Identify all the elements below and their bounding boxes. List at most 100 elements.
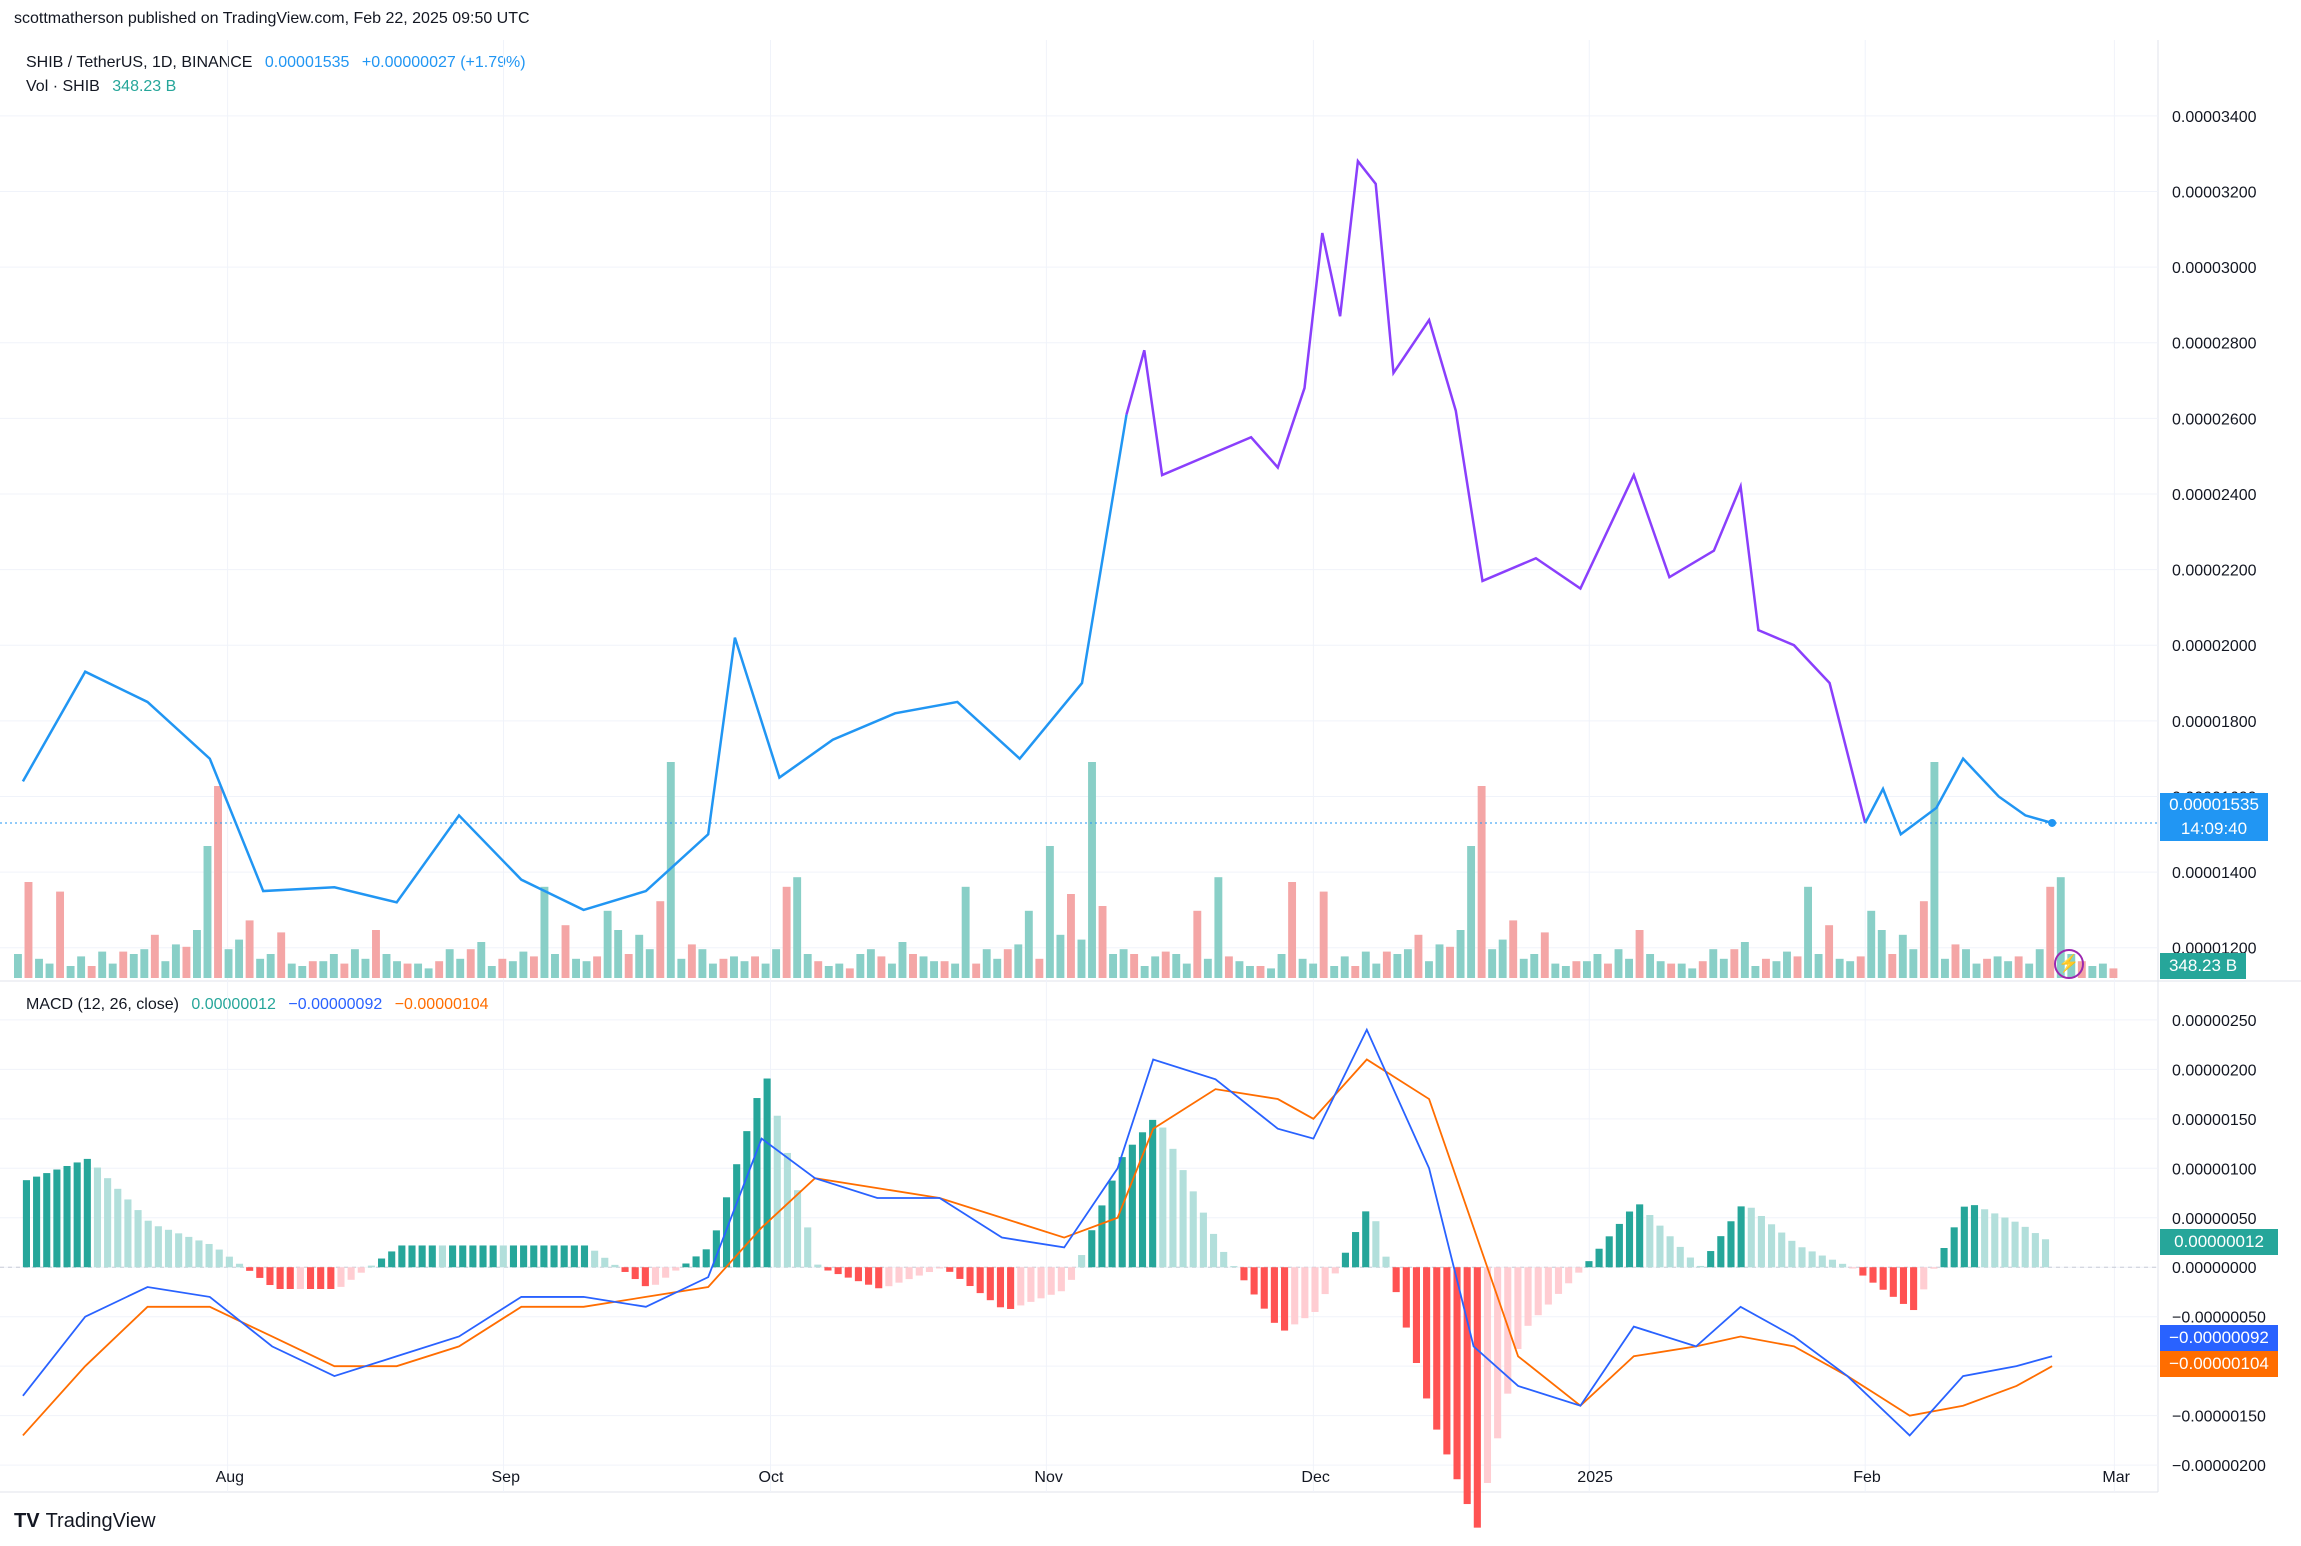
- macd-hist-bar: [1412, 1267, 1421, 1364]
- macd-hist-bar: [621, 1267, 629, 1272]
- volume-bar: [1646, 954, 1655, 978]
- macd-hist-bar: [702, 1249, 710, 1268]
- macd-hist-bar: [1910, 1267, 1918, 1311]
- volume-bar: [1235, 961, 1244, 978]
- macd-hist-bar: [367, 1265, 375, 1268]
- macd-hist-bar: [1696, 1265, 1705, 1268]
- volume-bar: [1130, 954, 1139, 978]
- price-line[interactable]: [1864, 756, 2053, 837]
- tradingview-logo[interactable]: TV TradingView: [14, 1510, 156, 1533]
- volume-bar: [1351, 966, 1360, 978]
- volume-bar: [1593, 954, 1602, 978]
- macd-signal-line[interactable]: [22, 1058, 2053, 1437]
- macd-hist-bar: [1362, 1211, 1370, 1268]
- time-tick-label: Nov: [1034, 1469, 1062, 1486]
- volume-bar: [1214, 877, 1223, 978]
- macd-hist-bar: [1859, 1267, 1867, 1276]
- macd-hist-bar: [1372, 1221, 1380, 1268]
- macd-hist-bar: [1209, 1233, 1218, 1268]
- macd-hist-bar: [1027, 1267, 1035, 1302]
- macd-hist-bar: [1970, 1205, 1979, 1268]
- macd-hist-bar: [1311, 1267, 1319, 1312]
- macd-line[interactable]: [22, 1027, 2053, 1437]
- symbol-name[interactable]: SHIB / TetherUS, 1D, BINANCE: [26, 54, 253, 71]
- macd-hist-bar: [1686, 1257, 1694, 1268]
- volume-bar: [1846, 961, 1855, 978]
- volume-value: 348.23 B: [112, 78, 177, 95]
- macd-hist-bar: [570, 1245, 578, 1268]
- macd-hist-bar: [1291, 1267, 1299, 1325]
- volume-bar: [1814, 954, 1823, 978]
- macd-hist-bar: [631, 1267, 639, 1280]
- volume-bar: [108, 963, 117, 978]
- volume-bar: [1572, 961, 1581, 978]
- macd-tick-label: 0.00000050: [2172, 1211, 2257, 1228]
- macd-hist-bar: [347, 1267, 355, 1280]
- macd-hist-bar: [915, 1267, 923, 1276]
- volume-bar: [77, 956, 86, 978]
- volume-bar: [477, 942, 486, 978]
- volume-bar: [561, 925, 570, 978]
- volume-bar: [772, 949, 781, 978]
- macd-hist-bar: [53, 1169, 61, 1268]
- volume-bar: [856, 954, 865, 978]
- volume-bar: [793, 877, 802, 978]
- lightning-icon[interactable]: ⚡: [2054, 949, 2084, 979]
- volume-bar: [624, 954, 633, 978]
- macd-hist-bar: [1423, 1267, 1431, 1399]
- macd-hist-bar: [682, 1263, 690, 1268]
- macd-hist-bar: [1108, 1180, 1116, 1268]
- volume-bar: [645, 949, 654, 978]
- macd-hist-bar: [1179, 1170, 1187, 1268]
- macd-hist-bar: [793, 1190, 802, 1268]
- volume-label[interactable]: Vol · SHIB: [26, 78, 100, 95]
- macd-tick-label: 0.00000250: [2172, 1013, 2257, 1030]
- price-line[interactable]: [21, 414, 1128, 912]
- macd-hist-bar: [560, 1245, 568, 1268]
- volume-bar: [2098, 963, 2107, 978]
- macd-hist-bar: [2011, 1221, 2019, 1268]
- macd-hist-bar: [1473, 1267, 1481, 1528]
- macd-hist-bar: [936, 1267, 944, 1269]
- volume-bar: [1488, 949, 1497, 978]
- macd-hist-bar: [540, 1245, 548, 1268]
- volume-bar: [414, 963, 423, 978]
- macd-hist-bar: [520, 1245, 528, 1268]
- volume-bar: [1656, 961, 1665, 978]
- macd-hist-bar: [641, 1267, 649, 1287]
- volume-bar: [1151, 956, 1160, 978]
- macd-hist-bar: [1321, 1267, 1329, 1295]
- macd-hist-bar: [286, 1267, 294, 1289]
- volume-bar: [1014, 944, 1023, 978]
- volume-bar: [171, 944, 180, 978]
- macd-hist-bar: [662, 1267, 670, 1278]
- volume-bar: [1045, 846, 1054, 978]
- price-tick-label: 0.00003400: [2172, 109, 2257, 126]
- volume-bar: [382, 954, 391, 978]
- price-line-highlight[interactable]: [1125, 158, 1867, 824]
- volume-bar: [1435, 944, 1444, 978]
- volume-bar: [1614, 949, 1623, 978]
- macd-hist-bar: [1453, 1267, 1461, 1480]
- volume-bar: [698, 949, 707, 978]
- volume-bar: [319, 961, 328, 978]
- macd-hist-bar: [225, 1256, 233, 1268]
- macd-label[interactable]: MACD (12, 26, close): [26, 996, 179, 1013]
- volume-bar: [1446, 946, 1454, 978]
- volume-bar: [1825, 925, 1834, 978]
- volume-bar: [1330, 966, 1339, 978]
- macd-hist-bar: [1483, 1267, 1492, 1483]
- macd-hist-bar: [327, 1267, 335, 1289]
- macd-tick-label: 0.00000150: [2172, 1112, 2257, 1129]
- macd-hist-bar: [1991, 1213, 1999, 1268]
- macd-hist-bar: [256, 1267, 264, 1278]
- macd-hist-bar: [33, 1176, 41, 1268]
- volume-bar: [1224, 956, 1233, 978]
- macd-hist-bar: [2031, 1233, 2039, 1268]
- volume-bar: [656, 901, 665, 978]
- time-tick-label: Feb: [1853, 1469, 1881, 1486]
- macd-hist-bar: [712, 1230, 720, 1268]
- volume-bar: [2014, 956, 2023, 978]
- macd-hist-bar: [1747, 1207, 1755, 1268]
